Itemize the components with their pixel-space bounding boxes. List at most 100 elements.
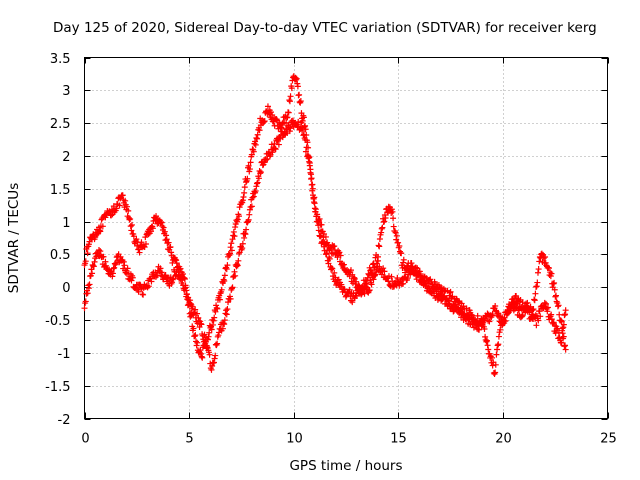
data-point <box>364 277 371 284</box>
data-point <box>436 288 443 295</box>
data-point <box>223 307 230 314</box>
y-tick-label: -1 <box>58 347 71 362</box>
data-point <box>172 256 179 263</box>
data-point <box>300 114 307 121</box>
data-point <box>286 97 293 104</box>
data-point <box>400 280 407 287</box>
data-point <box>552 293 559 300</box>
data-point <box>306 162 313 169</box>
data-point <box>228 285 235 292</box>
data-point <box>219 325 226 332</box>
plot-frame <box>84 57 608 419</box>
data-point <box>489 354 496 361</box>
data-point <box>408 260 415 267</box>
data-point <box>446 289 453 296</box>
data-point <box>379 224 386 231</box>
data-point <box>555 302 562 309</box>
data-point <box>88 266 95 273</box>
data-point <box>181 285 188 292</box>
data-point <box>392 229 399 236</box>
data-point <box>483 338 490 345</box>
data-point <box>496 313 503 320</box>
data-point <box>535 317 542 324</box>
data-point <box>495 333 502 340</box>
data-point <box>338 281 345 288</box>
data-point <box>269 112 276 119</box>
data-point <box>102 258 109 265</box>
data-point <box>381 268 388 275</box>
data-point <box>128 221 135 228</box>
data-point <box>218 286 225 293</box>
data-point <box>204 343 211 350</box>
data-point <box>551 286 558 293</box>
data-point <box>89 261 96 268</box>
data-point <box>494 342 501 349</box>
data-point <box>264 103 271 110</box>
data-point <box>297 98 304 105</box>
data-point <box>158 218 165 225</box>
data-point <box>142 241 149 248</box>
data-point <box>221 277 228 284</box>
data-point <box>413 276 420 283</box>
data-point <box>244 218 251 225</box>
data-point <box>370 276 377 283</box>
data-point <box>404 275 411 282</box>
data-point <box>173 257 180 264</box>
data-point <box>296 91 303 98</box>
data-point <box>85 282 92 289</box>
data-point <box>214 340 221 347</box>
data-point <box>222 310 229 317</box>
data-point <box>287 125 294 132</box>
data-point <box>358 291 365 298</box>
x-tick-label: 20 <box>495 432 512 447</box>
data-point <box>331 246 338 253</box>
data-point <box>209 363 216 370</box>
data-point <box>86 281 93 288</box>
data-point <box>329 265 336 272</box>
data-point <box>349 299 356 306</box>
data-point <box>328 266 335 273</box>
data-point <box>376 235 383 242</box>
data-point <box>224 262 231 269</box>
data-point <box>558 339 565 346</box>
data-point <box>255 175 262 182</box>
data-point <box>243 226 250 233</box>
data-point <box>409 263 416 270</box>
data-point <box>176 272 183 279</box>
data-point <box>433 290 440 297</box>
data-point <box>141 244 148 251</box>
data-point <box>254 135 261 142</box>
data-point <box>543 300 550 307</box>
data-point <box>524 299 531 306</box>
data-point <box>242 231 249 238</box>
data-point <box>375 242 382 249</box>
data-point <box>548 311 555 318</box>
data-point <box>393 236 400 243</box>
data-point <box>234 216 241 223</box>
y-tick-label: -2 <box>58 413 71 428</box>
data-point <box>300 131 307 138</box>
data-point <box>494 346 501 353</box>
data-point <box>224 306 231 313</box>
data-point <box>245 162 252 169</box>
data-point <box>163 236 170 243</box>
data-point <box>244 175 251 182</box>
data-point <box>346 286 353 293</box>
data-point <box>376 243 383 250</box>
data-point <box>544 308 551 315</box>
data-point <box>489 362 496 369</box>
data-point <box>302 136 309 143</box>
data-point <box>206 329 213 336</box>
chart-title: Day 125 of 2020, Sidereal Day-to-day VTE… <box>53 20 597 36</box>
data-point <box>317 232 324 239</box>
data-point <box>537 313 544 320</box>
y-tick-label: 2.5 <box>50 117 71 132</box>
data-point <box>177 265 184 272</box>
data-point <box>209 321 216 328</box>
data-point <box>104 267 111 274</box>
data-point <box>254 131 261 138</box>
data-point <box>556 334 563 341</box>
data-point <box>313 213 320 220</box>
data-point <box>97 228 104 235</box>
data-point <box>91 258 98 265</box>
